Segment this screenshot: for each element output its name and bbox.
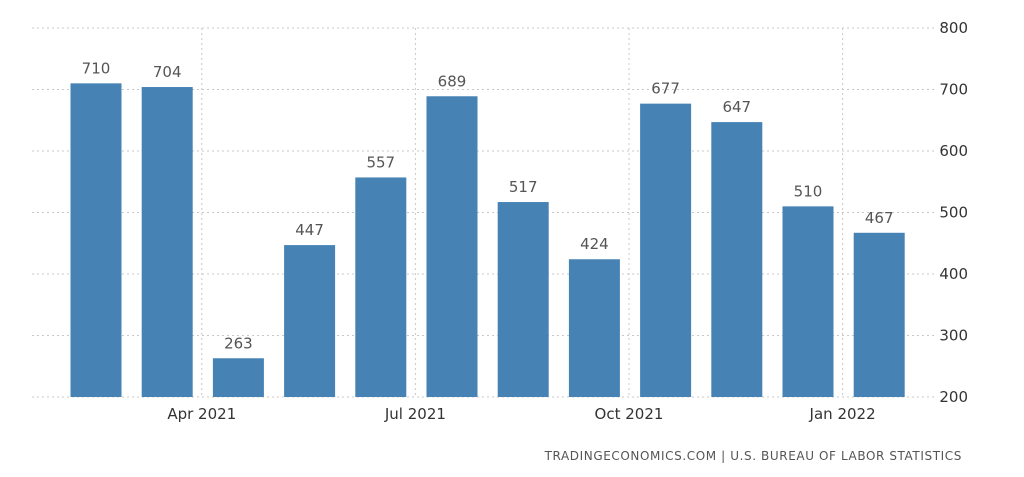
data-label: 517 [509, 178, 538, 196]
bar-feb-2021 [70, 83, 122, 397]
y-axis: 200 300 400 500 600 700 800 [939, 19, 968, 406]
bars [70, 83, 905, 398]
bar-apr-2021 [212, 358, 264, 397]
data-label: 510 [794, 182, 823, 200]
y-tick-label: 500 [939, 204, 968, 222]
y-tick-label: 400 [939, 265, 968, 283]
bar-mar-2021 [141, 87, 193, 397]
bar-jan-2022 [853, 232, 905, 397]
bar-nov-2021 [711, 122, 763, 397]
y-tick-label: 800 [939, 19, 968, 37]
data-label: 710 [82, 59, 111, 77]
data-label: 447 [295, 221, 324, 239]
bar-dec-2021 [782, 206, 834, 397]
data-label: 677 [651, 80, 680, 98]
bar-jun-2021 [355, 177, 407, 397]
bar-sep-2021 [568, 259, 620, 397]
y-tick-label: 700 [939, 81, 968, 99]
y-tick-label: 300 [939, 327, 968, 345]
data-label: 647 [722, 98, 751, 116]
x-tick-label: Jul 2021 [384, 405, 446, 423]
x-tick-label: Oct 2021 [595, 405, 664, 423]
data-label: 689 [438, 72, 467, 90]
x-axis: Apr 2021 Jul 2021 Oct 2021 Jan 2022 [167, 405, 875, 423]
bar-aug-2021 [497, 202, 549, 397]
data-label: 424 [580, 235, 609, 253]
y-tick-label: 200 [939, 388, 968, 406]
bar-jul-2021 [426, 96, 478, 397]
data-label: 704 [153, 63, 182, 81]
y-tick-label: 600 [939, 142, 968, 160]
data-label: 557 [366, 153, 395, 171]
x-tick-label: Jan 2022 [809, 405, 876, 423]
bar-oct-2021 [640, 103, 692, 398]
data-label: 467 [865, 209, 894, 227]
data-label: 263 [224, 334, 253, 352]
bar-may-2021 [284, 245, 336, 397]
x-tick-label: Apr 2021 [167, 405, 236, 423]
data-labels: 710 704 263 447 557 689 517 424 677 647 510 467 [82, 59, 894, 352]
source-credit: TRADINGECONOMICS.COM | U.S. BUREAU OF LA… [544, 449, 962, 463]
